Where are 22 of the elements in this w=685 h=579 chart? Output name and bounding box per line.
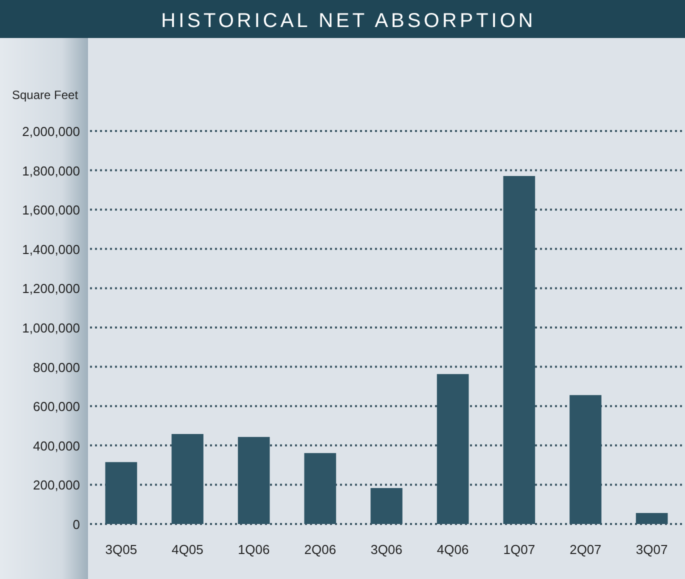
y-tick-label: 600,000 <box>33 399 80 414</box>
y-tick-label: 800,000 <box>33 360 80 375</box>
x-tick-label: 3Q06 <box>370 542 402 557</box>
y-tick-label: 1,000,000 <box>22 320 80 336</box>
y-tick-label: 200,000 <box>33 478 80 493</box>
x-tick-label: 4Q05 <box>172 542 204 557</box>
x-tick-label: 2Q06 <box>304 542 336 557</box>
x-tick-label: 4Q06 <box>436 542 469 557</box>
x-tick-label: 1Q06 <box>238 542 270 557</box>
y-tick-label: 1,400,000 <box>22 242 80 257</box>
x-tick-label: 2Q07 <box>570 542 602 557</box>
y-tick-label: 1,800,000 <box>22 163 80 178</box>
x-tick-label: 3Q05 <box>105 542 138 557</box>
y-tick-label: 2,000,000 <box>22 124 80 139</box>
x-tick-label: 1Q07 <box>503 542 536 557</box>
x-tick-label: 3Q07 <box>636 542 668 557</box>
y-tick-label: 400,000 <box>33 438 80 454</box>
y-tick-label: 0 <box>72 517 80 532</box>
y-tick-label: 1,200,000 <box>22 281 80 296</box>
y-axis-title: Square Feet <box>12 88 79 102</box>
y-tick-label: 1,600,000 <box>22 202 80 218</box>
chart-title: HISTORICAL NET ABSORPTION <box>161 10 536 32</box>
